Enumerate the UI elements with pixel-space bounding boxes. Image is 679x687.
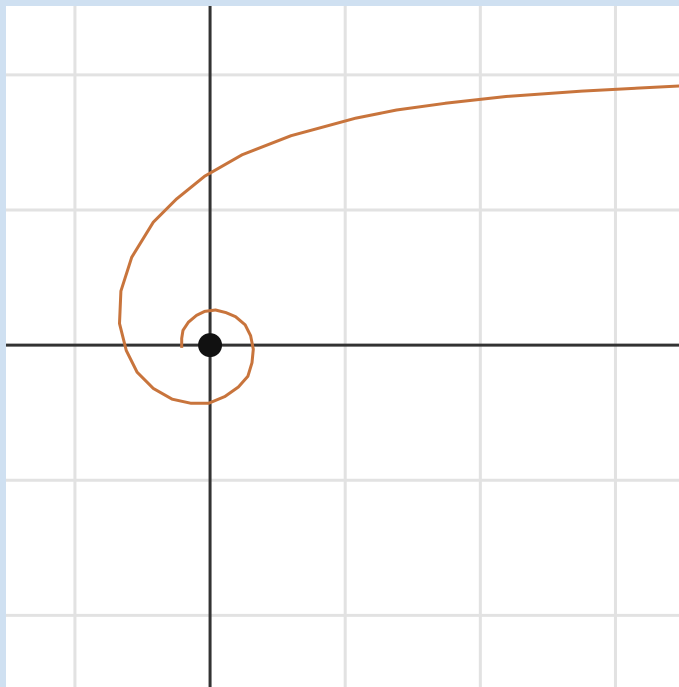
- chart: [6, 6, 679, 687]
- origin-dot: [198, 333, 223, 358]
- curve: [118, 84, 679, 405]
